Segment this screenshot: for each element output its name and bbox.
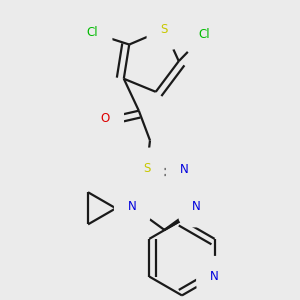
Text: O: O [100, 112, 110, 125]
Text: Cl: Cl [87, 26, 98, 39]
Text: S: S [161, 23, 168, 36]
Text: N: N [210, 270, 219, 283]
Text: N: N [128, 200, 137, 213]
Text: Cl: Cl [199, 28, 210, 41]
Text: S: S [143, 162, 151, 175]
Text: N: N [180, 163, 188, 176]
Text: N: N [192, 200, 201, 213]
